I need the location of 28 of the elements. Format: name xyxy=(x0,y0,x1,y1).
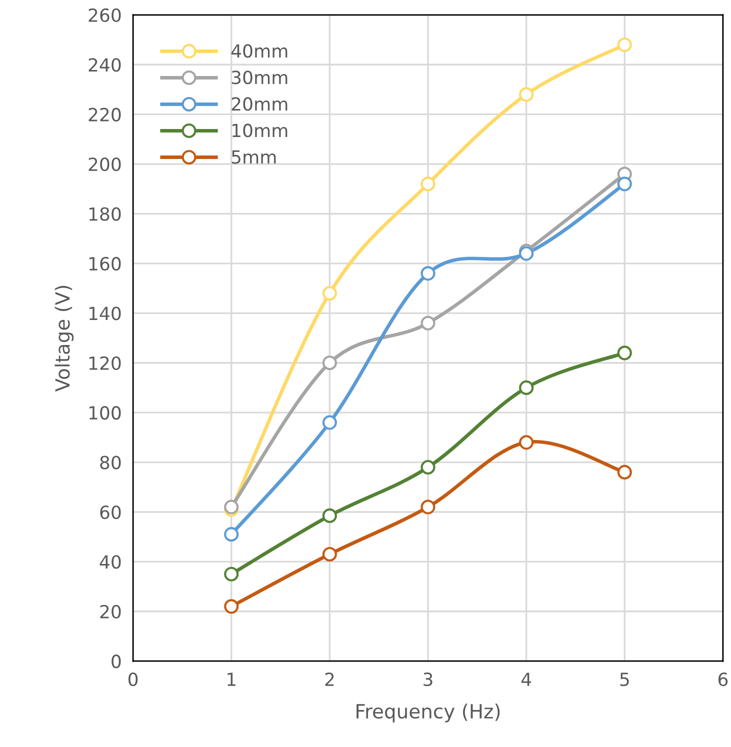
x-tick-label: 5 xyxy=(620,672,629,686)
y-tick-label: 160 xyxy=(89,256,121,271)
y-tick-label: 220 xyxy=(88,108,121,122)
y-tick-label: 60 xyxy=(100,505,121,520)
legend-label: 5mm xyxy=(232,150,276,164)
legend-label: 40mm xyxy=(231,44,288,58)
x-tick-label: 4 xyxy=(521,672,532,686)
x-axis-title: Frequency (Hz) xyxy=(356,704,500,722)
y-tick-label: 40 xyxy=(100,555,121,569)
x-tick-label: 3 xyxy=(424,672,432,686)
y-tick-label: 20 xyxy=(100,604,121,619)
x-tick-label: 0 xyxy=(128,672,138,686)
y-tick-label: 100 xyxy=(89,406,121,420)
y-tick-label: 0 xyxy=(112,654,121,668)
y-tick-label: 120 xyxy=(89,356,121,370)
legend-label: 20mm xyxy=(232,97,288,111)
legend-label: 30mm xyxy=(232,70,288,84)
y-tick-label: 260 xyxy=(88,8,121,22)
legend-label: 10mm xyxy=(232,124,288,138)
y-tick-label: 180 xyxy=(89,207,121,221)
x-tick-label: 2 xyxy=(325,672,334,686)
y-tick-label: 240 xyxy=(88,58,121,72)
y-tick-label: 200 xyxy=(88,158,121,172)
x-tick-label: 1 xyxy=(228,672,236,686)
y-tick-label: 140 xyxy=(89,306,121,320)
y-axis-title: Voltage (V) xyxy=(54,286,74,392)
y-tick-label: 80 xyxy=(100,456,121,470)
x-tick-label: 6 xyxy=(718,672,728,686)
